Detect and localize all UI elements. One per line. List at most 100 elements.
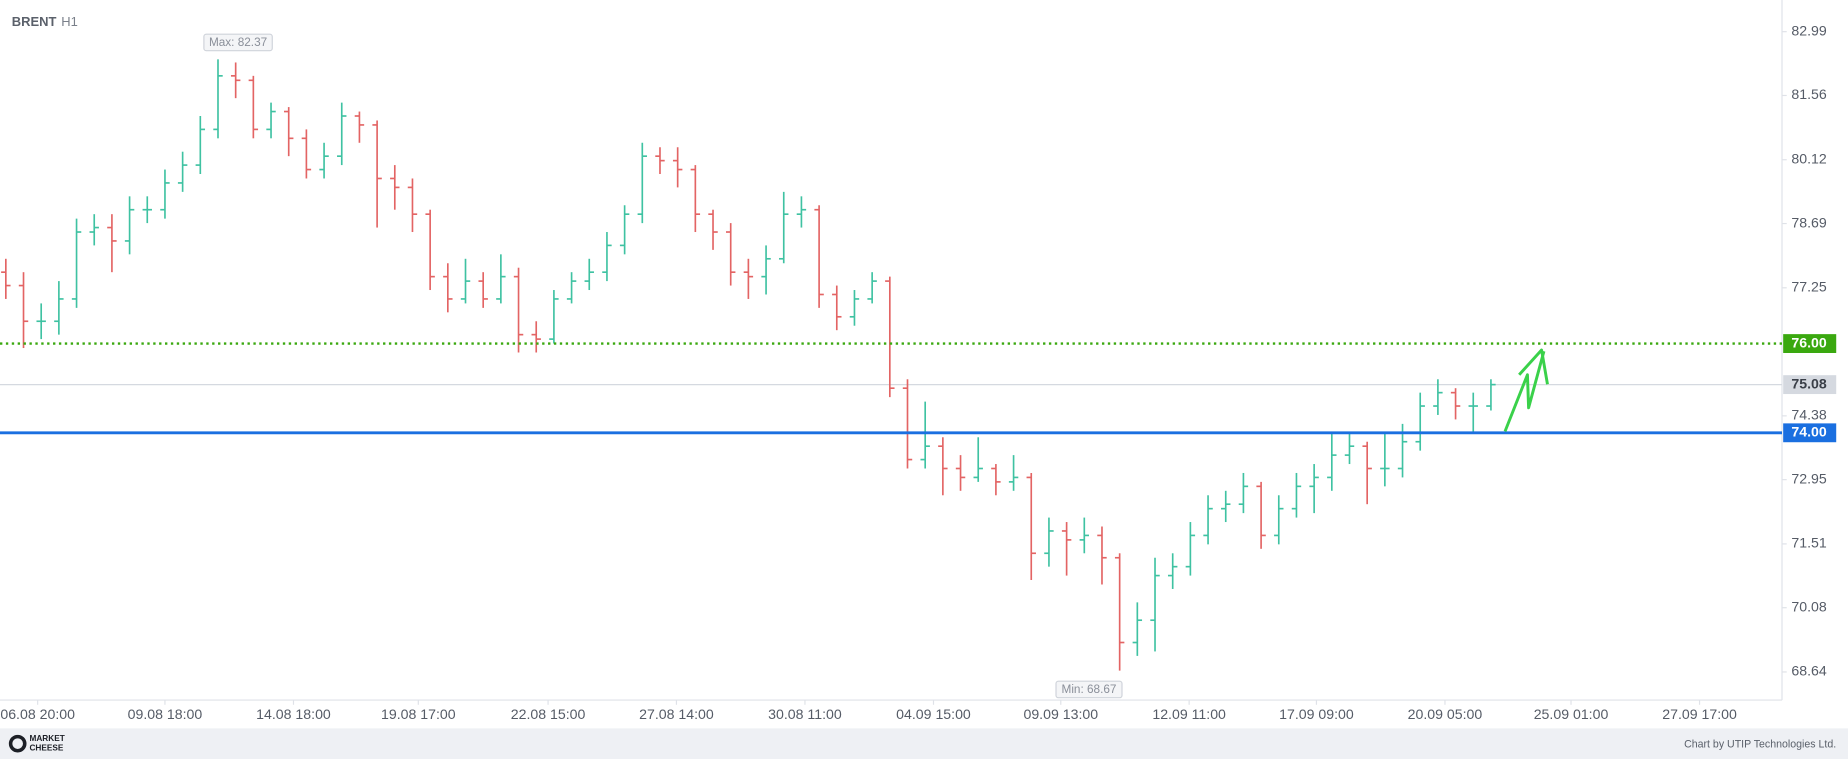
ohlc-bar: [1256, 481, 1266, 549]
ohlc-bar: [54, 281, 64, 335]
ohlc-bar: [566, 272, 577, 304]
ohlc-bar: [761, 245, 771, 295]
ohlc-bar: [1, 258, 11, 299]
ohlc-bar: [973, 437, 983, 482]
ohlc-bar: [690, 165, 701, 233]
ohlc-bar: [407, 178, 418, 233]
ohlc-bar: [1415, 392, 1425, 451]
ohlc-bar: [849, 290, 860, 326]
y-tick-label: 74.38: [1791, 407, 1826, 423]
ohlc-bar: [372, 120, 382, 228]
ohlc-bar: [920, 401, 930, 469]
ohlc-bar: [195, 116, 206, 175]
ohlc-bar: [496, 254, 506, 304]
logo-text: CHEESE: [29, 744, 63, 753]
ohlc-bar: [796, 196, 807, 228]
ohlc-bar: [938, 437, 948, 496]
min-box: [1055, 680, 1123, 699]
ohlc-bar: [36, 303, 46, 340]
y-tick-label: 77.25: [1791, 279, 1826, 295]
x-tick-label: 19.08 17:00: [381, 706, 456, 722]
ohlc-bar: [619, 205, 630, 255]
ohlc-bar: [460, 258, 471, 304]
level-box: [1783, 423, 1837, 443]
ohlc-bar: [1061, 522, 1072, 576]
y-tick-label: 82.99: [1791, 22, 1826, 38]
ohlc-bar: [1026, 472, 1036, 581]
ohlc-bar: [18, 272, 29, 349]
y-tick-label: 70.08: [1791, 598, 1826, 614]
min-label: Min: 68.67: [1062, 683, 1117, 696]
level-box: [1783, 334, 1837, 353]
ohlc-bar: [1132, 602, 1143, 656]
max-box: [203, 33, 273, 52]
last-price-label: 75.08: [1791, 375, 1826, 391]
ohlc-bar: [1185, 522, 1196, 576]
footer-bar: [0, 728, 1848, 759]
x-tick-label: 27.09 17:00: [1662, 706, 1737, 722]
ohlc-bar: [867, 272, 877, 304]
x-tick-label: 25.09 01:00: [1534, 706, 1609, 722]
ohlc-bar: [814, 205, 824, 308]
ohlc-bar: [602, 232, 612, 282]
ohlc-bar: [531, 321, 541, 353]
ohlc-bar: [832, 285, 842, 331]
ohlc-bar: [1008, 455, 1019, 491]
ohlc-bar: [1486, 379, 1496, 411]
ohlc-bar: [1203, 495, 1213, 545]
ohlc-bar: [1079, 517, 1090, 554]
x-tick-label: 20.09 05:00: [1408, 706, 1483, 722]
ohlc-bar: [725, 223, 736, 286]
x-tick-label: 09.09 13:00: [1023, 706, 1098, 722]
ohlc-bar: [337, 102, 347, 166]
x-tick-label: 06.08 20:00: [0, 706, 75, 722]
ohlc-bar: [213, 59, 223, 139]
ohlc-bar: [177, 151, 188, 192]
max-label: Max: 82.37: [209, 36, 267, 49]
ohlc-bar: [248, 75, 259, 139]
ohlc-bar: [955, 455, 966, 491]
ohlc-bar: [354, 111, 365, 143]
ohlc-bar: [1221, 490, 1231, 523]
ohlc-bar: [885, 276, 895, 398]
ohlc-bar: [1362, 441, 1372, 505]
ohlc-bar: [1344, 432, 1355, 465]
ohlc-bar: [549, 290, 559, 344]
ohlc-bar: [1468, 392, 1478, 433]
ohlc-bar: [1309, 464, 1319, 514]
ohlc-bar: [89, 214, 99, 246]
ohlc-bar: [672, 147, 683, 188]
footer-credit: Chart by UTIP Technologies Ltd.: [1684, 739, 1836, 751]
ohlc-bar: [1167, 553, 1178, 589]
x-tick-label: 14.08 18:00: [256, 706, 331, 722]
ohlc-bar: [991, 464, 1001, 496]
logo-icon: [8, 734, 27, 753]
y-tick-label: 81.56: [1791, 86, 1826, 102]
x-tick-label: 30.08 11:00: [768, 706, 842, 722]
x-tick-label: 22.08 15:00: [511, 706, 586, 722]
level-label: 74.00: [1791, 424, 1826, 440]
plot-area: 82.99 81.56 80.12 78.69 77.25 74.38 72.95 71.51…: [0, 22, 1837, 722]
logo: MARKET CHEESE: [8, 734, 65, 753]
ohlc-bar: [743, 258, 754, 299]
ohlc-bar: [425, 209, 435, 291]
ohlc-bar: [1238, 472, 1249, 514]
ohlc-bar: [1150, 557, 1160, 652]
last-price-box: [1783, 375, 1837, 395]
ohlc-bar: [513, 267, 524, 353]
y-tick-label: 80.12: [1791, 150, 1826, 166]
ohlc-bar: [1433, 379, 1443, 415]
ohlc-bar: [124, 196, 135, 255]
ohlc-bar: [637, 142, 648, 224]
x-tick-label: 04.09 15:00: [896, 706, 971, 722]
x-tick-label: 27.08 14:00: [639, 706, 714, 722]
ohlc-bar: [1274, 495, 1284, 545]
ohlc-bar: [1097, 526, 1107, 585]
y-tick-label: 68.64: [1791, 663, 1826, 679]
ohlc-bar: [390, 165, 400, 210]
y-tick-label: 71.51: [1791, 535, 1826, 551]
ohlc-bar: [902, 379, 913, 469]
forecast-arrowhead: [1518, 348, 1549, 385]
